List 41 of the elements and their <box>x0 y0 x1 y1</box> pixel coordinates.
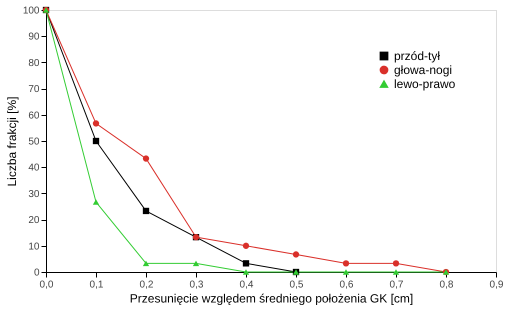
point <box>242 269 250 275</box>
x-tick-label: 0,1 <box>90 280 104 290</box>
legend-label: głowa-nogi <box>394 63 452 77</box>
point <box>342 260 350 267</box>
point <box>392 269 400 275</box>
legend-label: przód-tył <box>394 49 440 63</box>
point <box>392 260 400 267</box>
y-tick-label: 90 <box>28 32 40 43</box>
point <box>192 260 200 266</box>
x-tick-label: 0,2 <box>140 280 154 290</box>
y-tick-label: 80 <box>28 58 40 69</box>
y-tick-label: 60 <box>28 110 40 122</box>
point <box>142 208 150 214</box>
x-tick-label: 0,6 <box>340 280 354 290</box>
y-tick-label: 50 <box>28 136 40 148</box>
point <box>92 138 100 144</box>
y-tick-label: 100 <box>22 6 40 16</box>
x-tick-label: 0,8 <box>440 280 454 290</box>
y-tick-label: 0 <box>34 268 40 278</box>
x-tick-label: 0,9 <box>490 280 504 290</box>
x-tick-label: 0,3 <box>190 280 204 290</box>
legend-label: lewo-prawo <box>394 77 456 91</box>
x-axis-title: Przesunięcie względem średniego położenia GK [cm] <box>130 292 414 306</box>
point <box>92 120 100 127</box>
x-tick-label: 0,0 <box>40 280 54 290</box>
point <box>142 260 150 266</box>
y-tick-label: 20 <box>28 215 40 226</box>
y-tick-label: 70 <box>28 84 40 96</box>
point <box>292 251 300 258</box>
x-tick-label: 0,7 <box>390 280 404 290</box>
point <box>242 242 250 249</box>
point <box>142 155 150 162</box>
x-tick-label: 0,5 <box>290 280 304 290</box>
point <box>342 269 350 275</box>
point <box>92 199 100 205</box>
y-tick-label: 40 <box>28 162 40 174</box>
y-tick-label: 30 <box>28 188 40 200</box>
point <box>242 260 250 267</box>
x-tick-label: 0,4 <box>240 280 254 290</box>
y-tick-label: 10 <box>28 241 40 252</box>
y-axis-title: Liczba frakcji [%] <box>4 96 19 187</box>
